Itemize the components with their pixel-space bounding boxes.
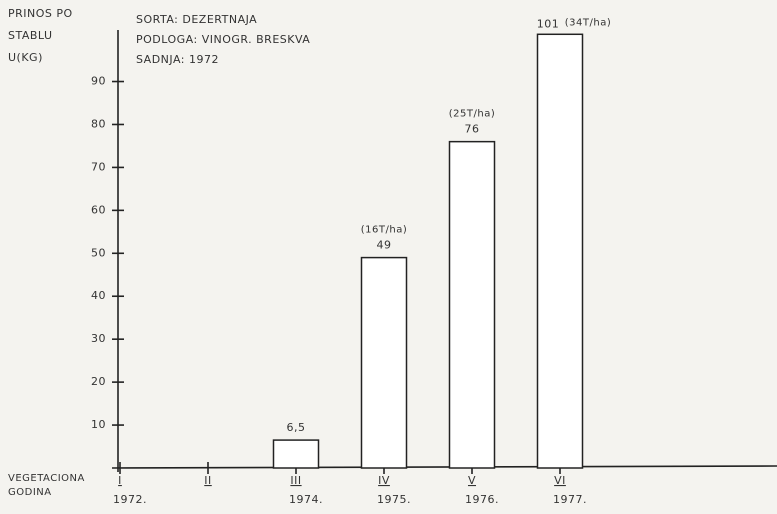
y-tick-label: 50 <box>91 246 106 259</box>
x-axis <box>112 466 777 468</box>
x-year-label: 1972. <box>113 493 147 506</box>
x-tick-label: III <box>290 474 301 487</box>
x-axis-title: GODINA <box>8 487 52 498</box>
chart: PRINOS PO STABLU U(KG) VEGETACIONA GODINA SOR… <box>0 0 777 514</box>
value-note: (25T/ha) <box>449 109 495 120</box>
x-tick-label: I <box>118 474 122 487</box>
x-axis-title: VEGETACIONA <box>8 473 85 484</box>
y-axis-title: PRINOS PO <box>8 7 73 20</box>
x-year-label: 1976. <box>465 493 499 506</box>
y-tick-label: 30 <box>91 332 106 345</box>
y-tick-label: 10 <box>91 418 106 431</box>
value-label: 49 <box>377 239 392 252</box>
annotation: PODLOGA: VINOGR. BRESKVA <box>136 33 310 46</box>
x-year-label: 1974. <box>289 493 323 506</box>
x-tick-label: IV <box>378 474 390 487</box>
y-tick-label: 20 <box>91 375 106 388</box>
value-label: 76 <box>465 123 480 136</box>
y-axis-title: STABLU <box>8 29 53 42</box>
value-label: 101 <box>537 17 560 30</box>
value-note: (16T/ha) <box>361 225 407 236</box>
y-tick-label: 60 <box>91 203 106 216</box>
y-tick-label: 40 <box>91 289 106 302</box>
x-tick-label: II <box>204 474 212 487</box>
value-label: 6,5 <box>287 421 306 434</box>
bar <box>450 142 495 468</box>
bar <box>538 34 583 468</box>
annotation: SADNJA: 1972 <box>136 53 219 66</box>
x-year-label: 1977. <box>553 493 587 506</box>
y-tick-label: 90 <box>91 75 106 88</box>
y-tick-label: 80 <box>91 117 106 130</box>
x-tick-label: V <box>468 474 476 487</box>
value-note: (34T/ha) <box>565 17 611 28</box>
y-axis-title: U(KG) <box>8 51 43 64</box>
annotation: SORTA: DEZERTNAJA <box>136 13 257 26</box>
bar <box>362 258 407 468</box>
x-year-label: 1975. <box>377 493 411 506</box>
bar <box>274 440 319 468</box>
y-tick-label: 70 <box>91 160 106 173</box>
x-tick-label: VI <box>554 474 566 487</box>
